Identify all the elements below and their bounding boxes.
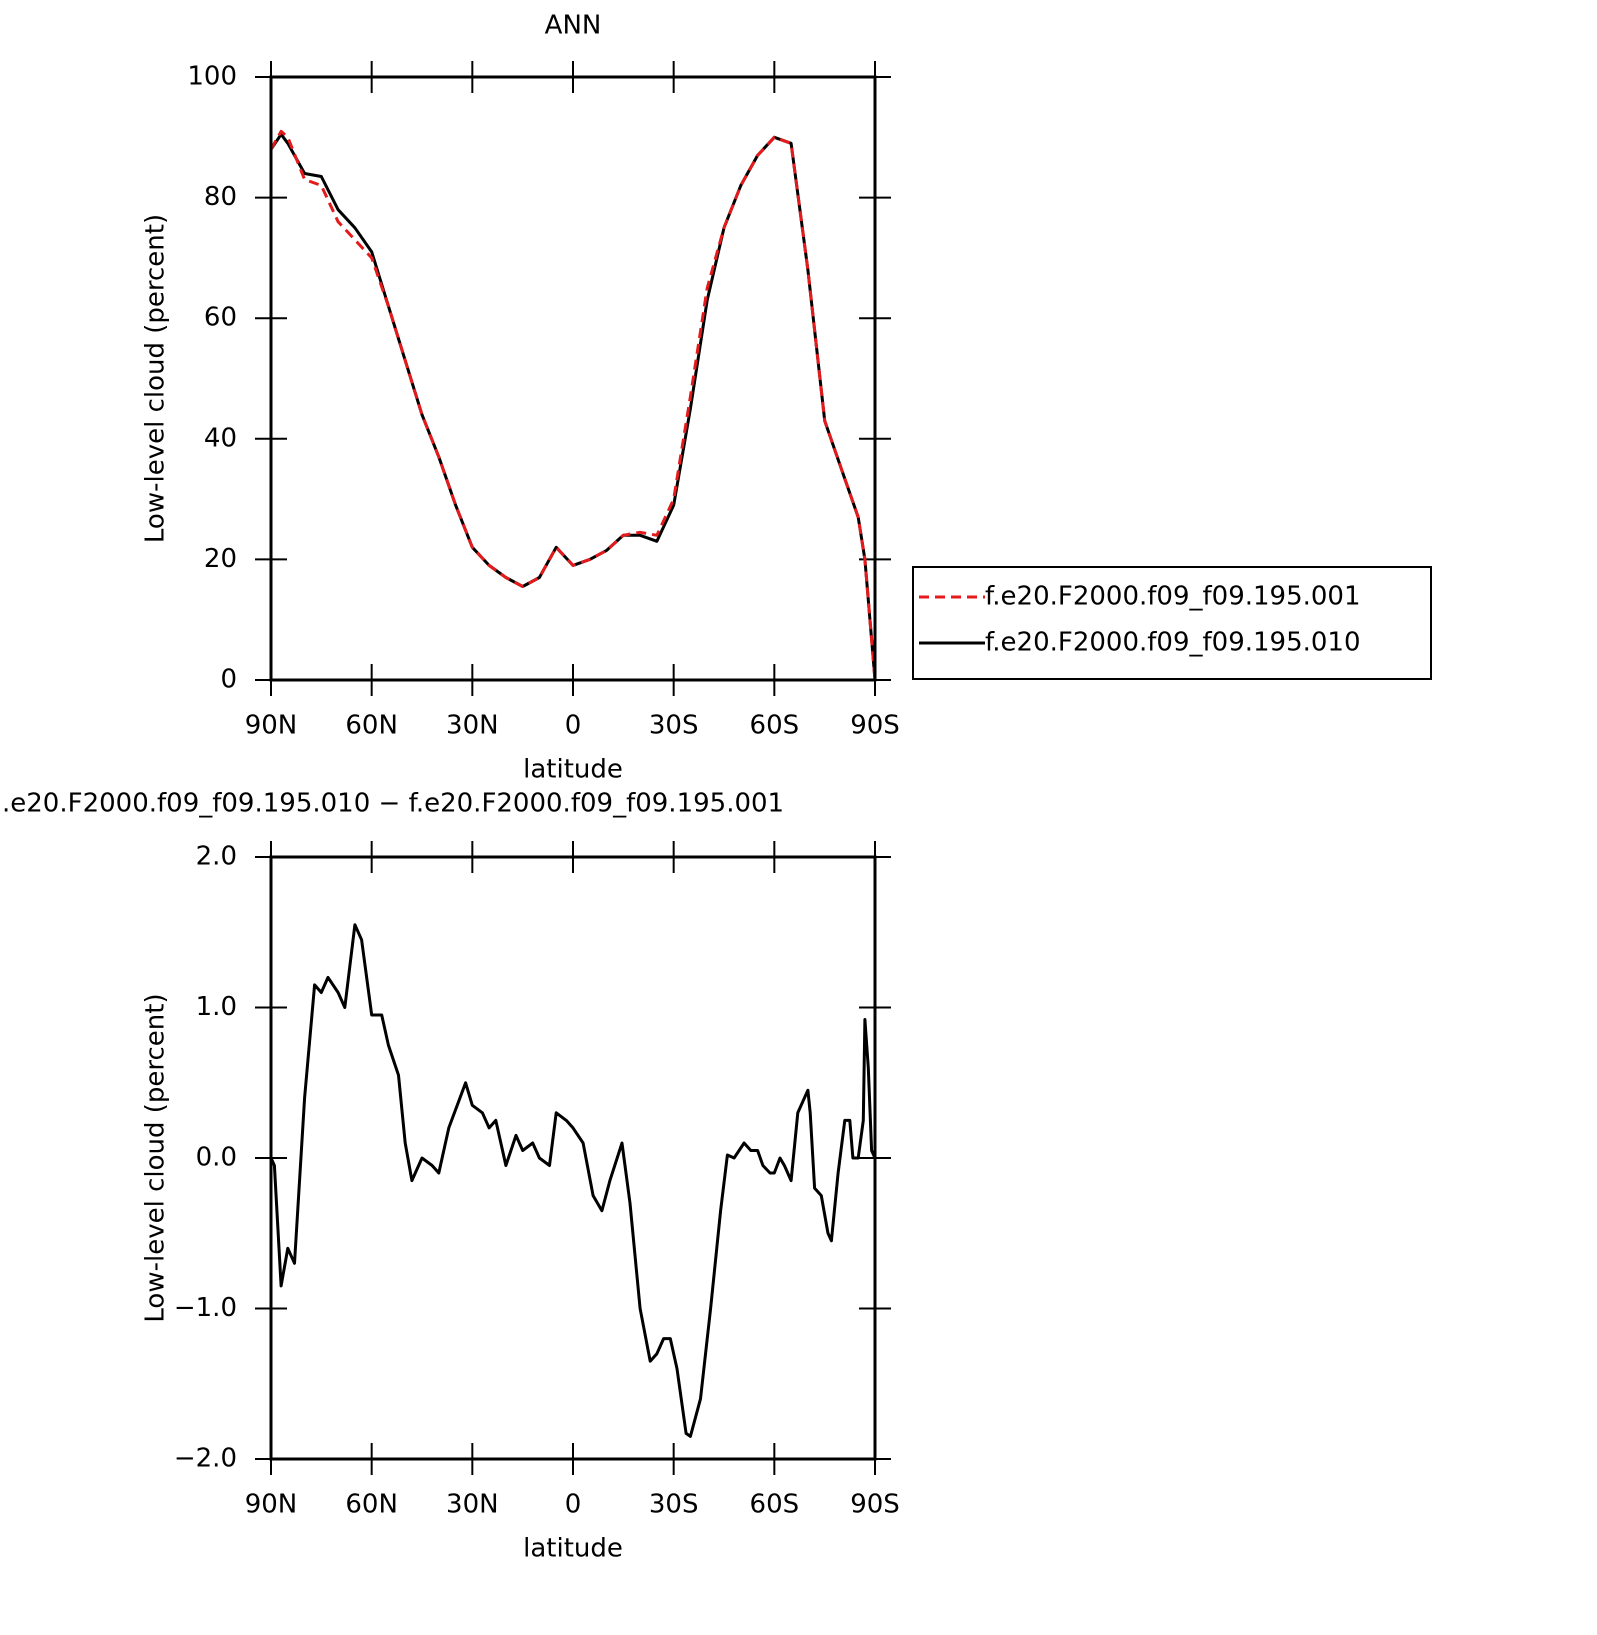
x-tick-label: 60S — [750, 711, 800, 741]
y-axis-label: Low-level cloud (percent) — [141, 993, 171, 1322]
x-tick-label: 60N — [345, 1490, 398, 1520]
y-tick-label: 60 — [204, 303, 237, 333]
x-tick-label: 0 — [565, 1490, 582, 1520]
x-tick-label: 30S — [649, 1490, 699, 1520]
chart-title: ANN — [545, 11, 602, 41]
x-tick-label: 90S — [850, 1490, 900, 1520]
y-tick-label: 40 — [204, 423, 237, 453]
x-tick-label: 60S — [750, 1490, 800, 1520]
y-tick-label: 0.0 — [196, 1143, 237, 1173]
x-tick-label: 30N — [446, 1490, 499, 1520]
x-tick-label: 30S — [649, 711, 699, 741]
legend-box — [912, 566, 1432, 680]
y-tick-label: −2.0 — [174, 1444, 237, 1474]
y-tick-label: 1.0 — [196, 992, 237, 1022]
x-tick-label: 30N — [446, 711, 499, 741]
x-tick-label: 90S — [850, 711, 900, 741]
plot-frame — [269, 855, 877, 1461]
y-tick-label: 100 — [187, 62, 237, 92]
x-axis-label: latitude — [523, 755, 623, 785]
x-tick-label: 90N — [245, 711, 298, 741]
series-line — [269, 923, 877, 1438]
x-axis-label: latitude — [523, 1534, 623, 1564]
x-tick-label: 90N — [245, 1490, 298, 1520]
y-tick-label: 80 — [204, 182, 237, 212]
series-line — [269, 132, 877, 681]
y-tick-label: −1.0 — [174, 1293, 237, 1323]
chart-title: .e20.F2000.f09_f09.195.010 − f.e20.F2000… — [2, 789, 784, 819]
x-tick-label: 0 — [565, 711, 582, 741]
y-tick-label: 0 — [220, 665, 237, 695]
y-axis-label: Low-level cloud (percent) — [141, 214, 171, 543]
x-tick-label: 60N — [345, 711, 398, 741]
plot-frame — [269, 75, 877, 682]
legend-label: f.e20.F2000.f09_f09.195.010 — [985, 628, 1361, 658]
series-line — [269, 129, 877, 681]
legend-label: f.e20.F2000.f09_f09.195.001 — [985, 582, 1361, 612]
y-tick-label: 20 — [204, 544, 237, 574]
y-tick-label: 2.0 — [196, 842, 237, 872]
